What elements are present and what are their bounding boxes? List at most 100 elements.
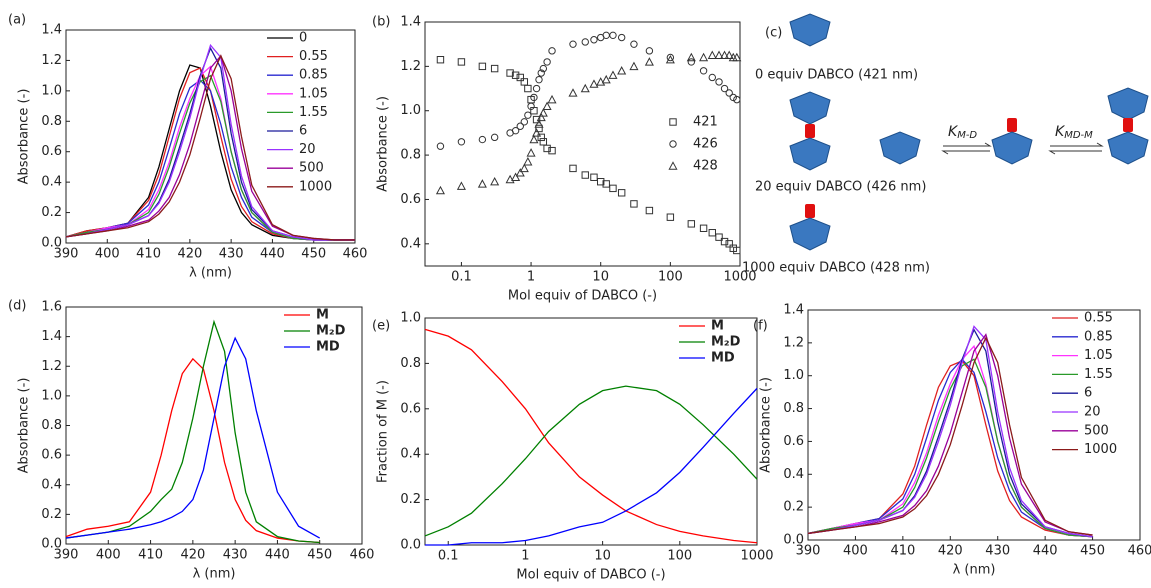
- point: [601, 74, 611, 84]
- legend-marker: [668, 161, 678, 170]
- legend-label: 1.05: [1084, 348, 1113, 363]
- point: [539, 138, 548, 146]
- point: [732, 52, 742, 62]
- y-axis-label: Absorbance (-): [17, 89, 32, 185]
- y-tick-label: 1.4: [41, 329, 62, 344]
- series-line: [65, 54, 355, 241]
- legend-label: 0.55: [299, 49, 328, 64]
- y-tick-label: 0.0: [41, 537, 62, 552]
- point: [666, 213, 675, 221]
- point: [608, 70, 618, 79]
- x-tick-label: 410: [890, 544, 915, 559]
- point: [490, 176, 500, 186]
- x-tick-label: 10: [592, 270, 609, 285]
- x-tick-label: 0.1: [451, 270, 472, 285]
- y-tick-label: 0.6: [783, 434, 804, 449]
- point: [708, 73, 716, 82]
- series-line: [807, 333, 1093, 536]
- point: [630, 40, 638, 48]
- chart-panel: (b) 0.1 1 10 100 1000 0.4 0.6 0.8 1.0 1.2 1.4 Mol eq…: [372, 15, 757, 304]
- y-tick-label: 0.2: [400, 492, 421, 507]
- x-tick-label: 440: [1033, 544, 1058, 559]
- panel-label: (c): [765, 26, 782, 41]
- x-tick-label: 1: [527, 270, 535, 285]
- point: [602, 31, 610, 40]
- point: [581, 171, 589, 179]
- y-tick-label: 1.2: [783, 335, 804, 350]
- y-tick-label: 0.8: [783, 401, 804, 416]
- plot-frame: [424, 21, 741, 267]
- x-axis-label: λ (nm): [189, 266, 232, 281]
- x-tick-label: 450: [1080, 544, 1105, 559]
- chart-panel: (e) 0.1 1 10 100 1000 0.0 0.2 0.4 0.6 0.8 1.0 Mol eq…: [372, 311, 774, 583]
- point: [535, 124, 543, 133]
- point: [436, 142, 445, 150]
- point: [526, 148, 536, 157]
- point: [596, 77, 606, 86]
- panel-label: (f): [753, 319, 768, 334]
- point: [516, 122, 524, 130]
- point: [538, 108, 548, 117]
- point: [617, 66, 627, 75]
- series-line: [807, 360, 1093, 538]
- y-tick-label: 0.8: [400, 148, 421, 163]
- series-line: [425, 387, 758, 546]
- point: [519, 163, 529, 173]
- point: [457, 58, 466, 66]
- x-tick-label: 10: [594, 549, 611, 564]
- series-line: [65, 319, 320, 544]
- x-tick-label: 400: [843, 544, 868, 559]
- point: [524, 111, 532, 119]
- legend-label: M₂D: [316, 324, 346, 339]
- legend-label: 0.85: [1084, 329, 1113, 344]
- point: [609, 31, 617, 40]
- legend-label: 20: [1084, 405, 1101, 420]
- x-tick-label: 390: [796, 544, 821, 559]
- state-label: 20 equiv DABCO (426 nm): [755, 180, 926, 195]
- point: [733, 246, 741, 255]
- point: [511, 126, 520, 135]
- x-axis-label: Mol equiv of DABCO (-): [508, 289, 657, 304]
- point: [580, 83, 590, 93]
- k: K: [1055, 124, 1066, 140]
- point: [630, 200, 638, 208]
- point: [687, 220, 696, 228]
- legend-label: 0.55: [1084, 311, 1113, 326]
- point: [527, 102, 535, 110]
- x-tick-label: 440: [260, 247, 285, 262]
- point: [666, 53, 675, 62]
- point: [548, 47, 556, 55]
- panel-label: (e): [372, 319, 390, 334]
- point: [505, 174, 515, 184]
- y-tick-label: 0.2: [41, 205, 62, 220]
- x-axis-label: λ (nm): [193, 567, 236, 582]
- x-tick-label: 1000: [740, 549, 773, 564]
- legend-label: 6: [299, 124, 307, 139]
- plot-frame: [807, 309, 1141, 541]
- legend-label: 20: [299, 142, 316, 157]
- point: [724, 50, 734, 59]
- point: [490, 133, 499, 142]
- molecule-icons: [789, 13, 1149, 251]
- y-tick-label: 0.2: [41, 507, 62, 522]
- point: [543, 144, 551, 153]
- point: [597, 178, 605, 186]
- point: [511, 71, 520, 79]
- point: [523, 156, 533, 166]
- point: [530, 93, 538, 102]
- y-tick-label: 0.0: [783, 533, 804, 548]
- y-tick-label: 0.8: [41, 418, 62, 433]
- legend-label: M: [711, 319, 724, 334]
- point: [725, 89, 733, 97]
- y-tick-label: 0.6: [400, 192, 421, 207]
- y-tick-label: 0.0: [41, 236, 62, 251]
- point: [534, 119, 544, 128]
- x-tick-label: 1000: [723, 270, 756, 285]
- series-line: [807, 344, 1093, 538]
- point: [617, 189, 626, 197]
- point: [477, 179, 487, 188]
- point: [506, 69, 514, 77]
- series-line: [424, 328, 758, 544]
- point: [617, 33, 626, 42]
